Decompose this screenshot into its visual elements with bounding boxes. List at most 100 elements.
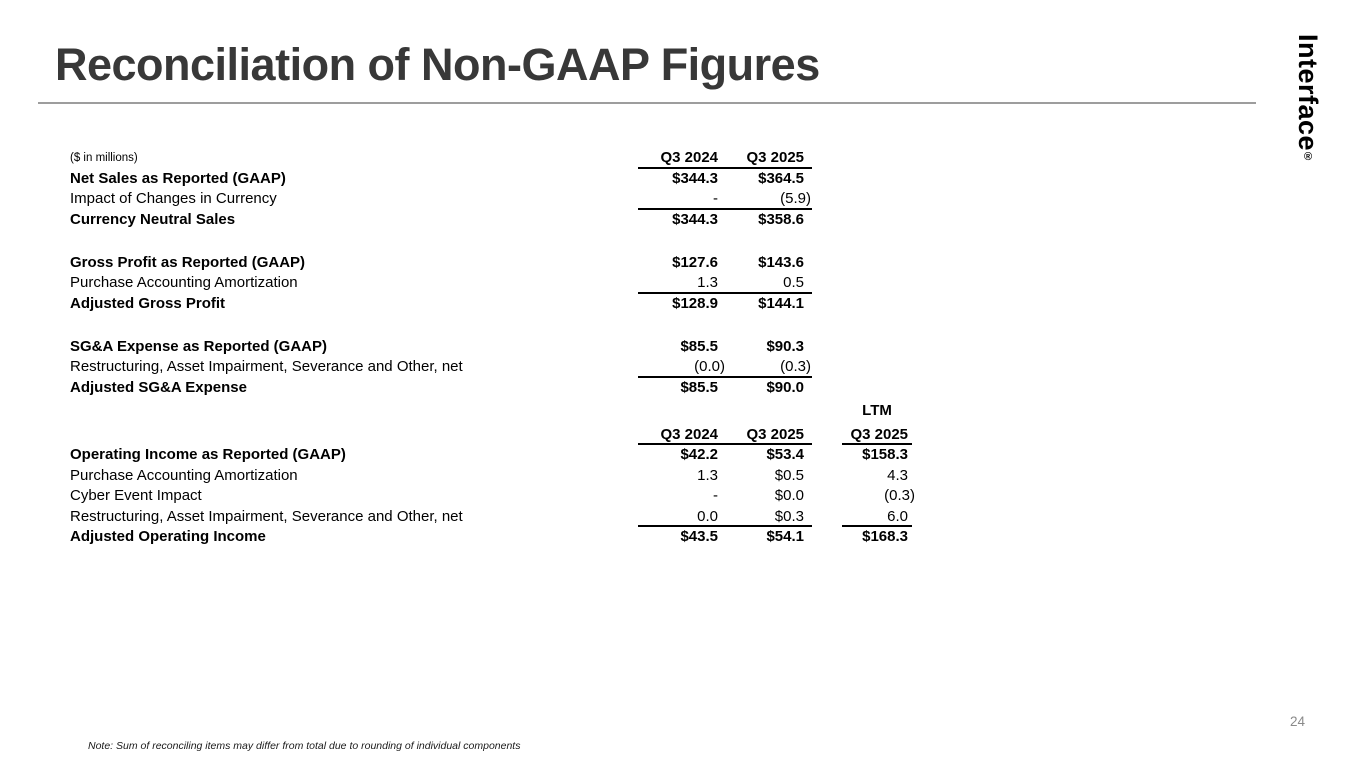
cell-c3 xyxy=(842,294,912,315)
interface-logo-text: Interface xyxy=(1293,34,1323,152)
cell-c1: 1.3 xyxy=(697,466,718,484)
value-group-quarters: - (5.9) xyxy=(638,189,812,210)
footnote: Note: Sum of reconciling items may diffe… xyxy=(88,740,521,752)
interface-logo: Interface® xyxy=(1292,34,1323,164)
cell-c1: Q3 2024 xyxy=(660,149,718,166)
cell-c3 xyxy=(842,210,912,231)
value-group-quarters: $42.2 $53.4 xyxy=(638,445,812,466)
cell-c1: $85.5 xyxy=(680,337,718,355)
cell-c3: 6.0 xyxy=(842,507,912,527)
cell-c2: $90.3 xyxy=(766,337,804,355)
cell-c3 xyxy=(842,189,912,210)
cell-c2: $0.0 xyxy=(774,487,804,504)
row-label: Impact of Changes in Currency xyxy=(70,190,277,207)
table-row: Purchase Accounting Amortization 1.3 $0.5 4… xyxy=(70,466,912,487)
cell-c1: (0.0) xyxy=(694,358,725,375)
table-row: Currency Neutral Sales $344.3 $358.6 xyxy=(70,210,912,231)
cell-c1: $128.9 xyxy=(672,294,718,312)
row-label: Adjusted Operating Income xyxy=(70,528,266,545)
value-group-quarters: $43.5 $54.1 xyxy=(638,527,812,548)
value-group-quarters: Q3 2024 Q3 2025 xyxy=(638,148,812,169)
table-row: Net Sales as Reported (GAAP) $344.3 $364.5 xyxy=(70,169,912,190)
cell-c3: (0.3) xyxy=(884,487,915,504)
row-label xyxy=(70,401,638,422)
table-row: Restructuring, Asset Impairment, Severan… xyxy=(70,507,912,527)
cell-c2: $358.6 xyxy=(758,210,804,228)
cell-c3: $168.3 xyxy=(862,528,908,545)
row-label: Operating Income as Reported (GAAP) xyxy=(70,446,346,463)
cell-c2: Q3 2025 xyxy=(746,425,804,443)
value-group-quarters: $344.3 $358.6 xyxy=(638,210,812,231)
cell-c3: LTM xyxy=(862,402,892,419)
table-row: Adjusted Gross Profit $128.9 $144.1 xyxy=(70,294,912,315)
page-number: 24 xyxy=(1290,714,1306,729)
cell-c3 xyxy=(842,273,912,294)
value-group-quarters: $127.6 $143.6 xyxy=(638,253,812,274)
cell-c1: $127.6 xyxy=(672,253,718,271)
value-group-quarters: $85.5 $90.0 xyxy=(638,378,812,399)
page-title: Reconciliation of Non-GAAP Figures xyxy=(55,39,820,90)
cell-c3 xyxy=(842,337,912,358)
row-label: Adjusted SG&A Expense xyxy=(70,378,247,396)
cell-c2: $364.5 xyxy=(758,169,804,187)
value-group-quarters: $128.9 $144.1 xyxy=(638,294,812,315)
value-group-quarters: 1.3 0.5 xyxy=(638,273,812,294)
table-row: LTM xyxy=(70,401,912,422)
cell-c1: $43.5 xyxy=(680,528,718,545)
row-label: Cyber Event Impact xyxy=(70,487,202,504)
row-label: Net Sales as Reported (GAAP) xyxy=(70,169,286,187)
cell-c3 xyxy=(842,253,912,274)
cell-c1: 1.3 xyxy=(697,274,718,291)
cell-c3 xyxy=(842,378,912,399)
cell-c2: $0.3 xyxy=(774,507,804,525)
table-row: Gross Profit as Reported (GAAP) $127.6 $14… xyxy=(70,253,912,274)
row-label: Purchase Accounting Amortization xyxy=(70,466,298,484)
cell-c1: 0.0 xyxy=(697,507,718,525)
title-divider xyxy=(38,102,1256,104)
row-label: Restructuring, Asset Impairment, Severan… xyxy=(70,507,463,525)
table-row: Purchase Accounting Amortization 1.3 0.5 xyxy=(70,273,912,294)
table-row: Adjusted Operating Income $43.5 $54.1 $168.… xyxy=(70,527,912,548)
cell-c2 xyxy=(718,401,812,422)
table-row: Adjusted SG&A Expense $85.5 $90.0 xyxy=(70,378,912,399)
table-spacer-row xyxy=(70,230,912,253)
table-row: Impact of Changes in Currency - (5.9) xyxy=(70,189,912,210)
row-label: Purchase Accounting Amortization xyxy=(70,274,298,291)
cell-c2: $143.6 xyxy=(758,253,804,271)
cell-c3 xyxy=(842,169,912,190)
table-row: Q3 2024 Q3 2025 Q3 2025 xyxy=(70,425,912,445)
value-group-quarters: - $0.0 xyxy=(638,486,812,507)
value-group-quarters: Q3 2024 Q3 2025 xyxy=(638,425,812,445)
table-row: Restructuring, Asset Impairment, Severan… xyxy=(70,357,912,378)
cell-c2: $90.0 xyxy=(766,378,804,396)
registered-trademark-icon: ® xyxy=(1302,151,1314,164)
row-label: ($ in millions) xyxy=(70,152,138,164)
cell-c3: $158.3 xyxy=(862,446,908,463)
value-group-quarters: $85.5 $90.3 xyxy=(638,337,812,358)
value-group-quarters: (0.0) (0.3) xyxy=(638,357,812,378)
cell-c2: $144.1 xyxy=(758,294,804,312)
cell-c1: $344.3 xyxy=(672,210,718,228)
value-group-quarters: 1.3 $0.5 xyxy=(638,466,812,487)
row-label: SG&A Expense as Reported (GAAP) xyxy=(70,337,327,355)
value-group-quarters xyxy=(638,401,812,422)
table-spacer-row xyxy=(70,314,912,337)
cell-c1: $85.5 xyxy=(680,378,718,396)
cell-c2: $54.1 xyxy=(766,528,804,545)
cell-c1: - xyxy=(713,190,718,207)
cell-c3 xyxy=(842,357,912,378)
table-row: Operating Income as Reported (GAAP) $42.2… xyxy=(70,445,912,466)
cell-c2: (5.9) xyxy=(780,190,811,207)
cell-c2: (0.3) xyxy=(780,358,811,375)
cell-c2: 0.5 xyxy=(783,274,804,291)
cell-c1: Q3 2024 xyxy=(660,425,718,443)
cell-c1: $42.2 xyxy=(680,446,718,463)
cell-c1: $344.3 xyxy=(672,169,718,187)
cell-c3: Q3 2025 xyxy=(842,425,912,445)
cell-c2: $0.5 xyxy=(774,466,804,484)
table-row: Cyber Event Impact - $0.0 (0.3) xyxy=(70,486,915,507)
row-label: Currency Neutral Sales xyxy=(70,210,236,228)
row-label: Restructuring, Asset Impairment, Severan… xyxy=(70,358,463,375)
cell-c1: - xyxy=(713,487,718,504)
